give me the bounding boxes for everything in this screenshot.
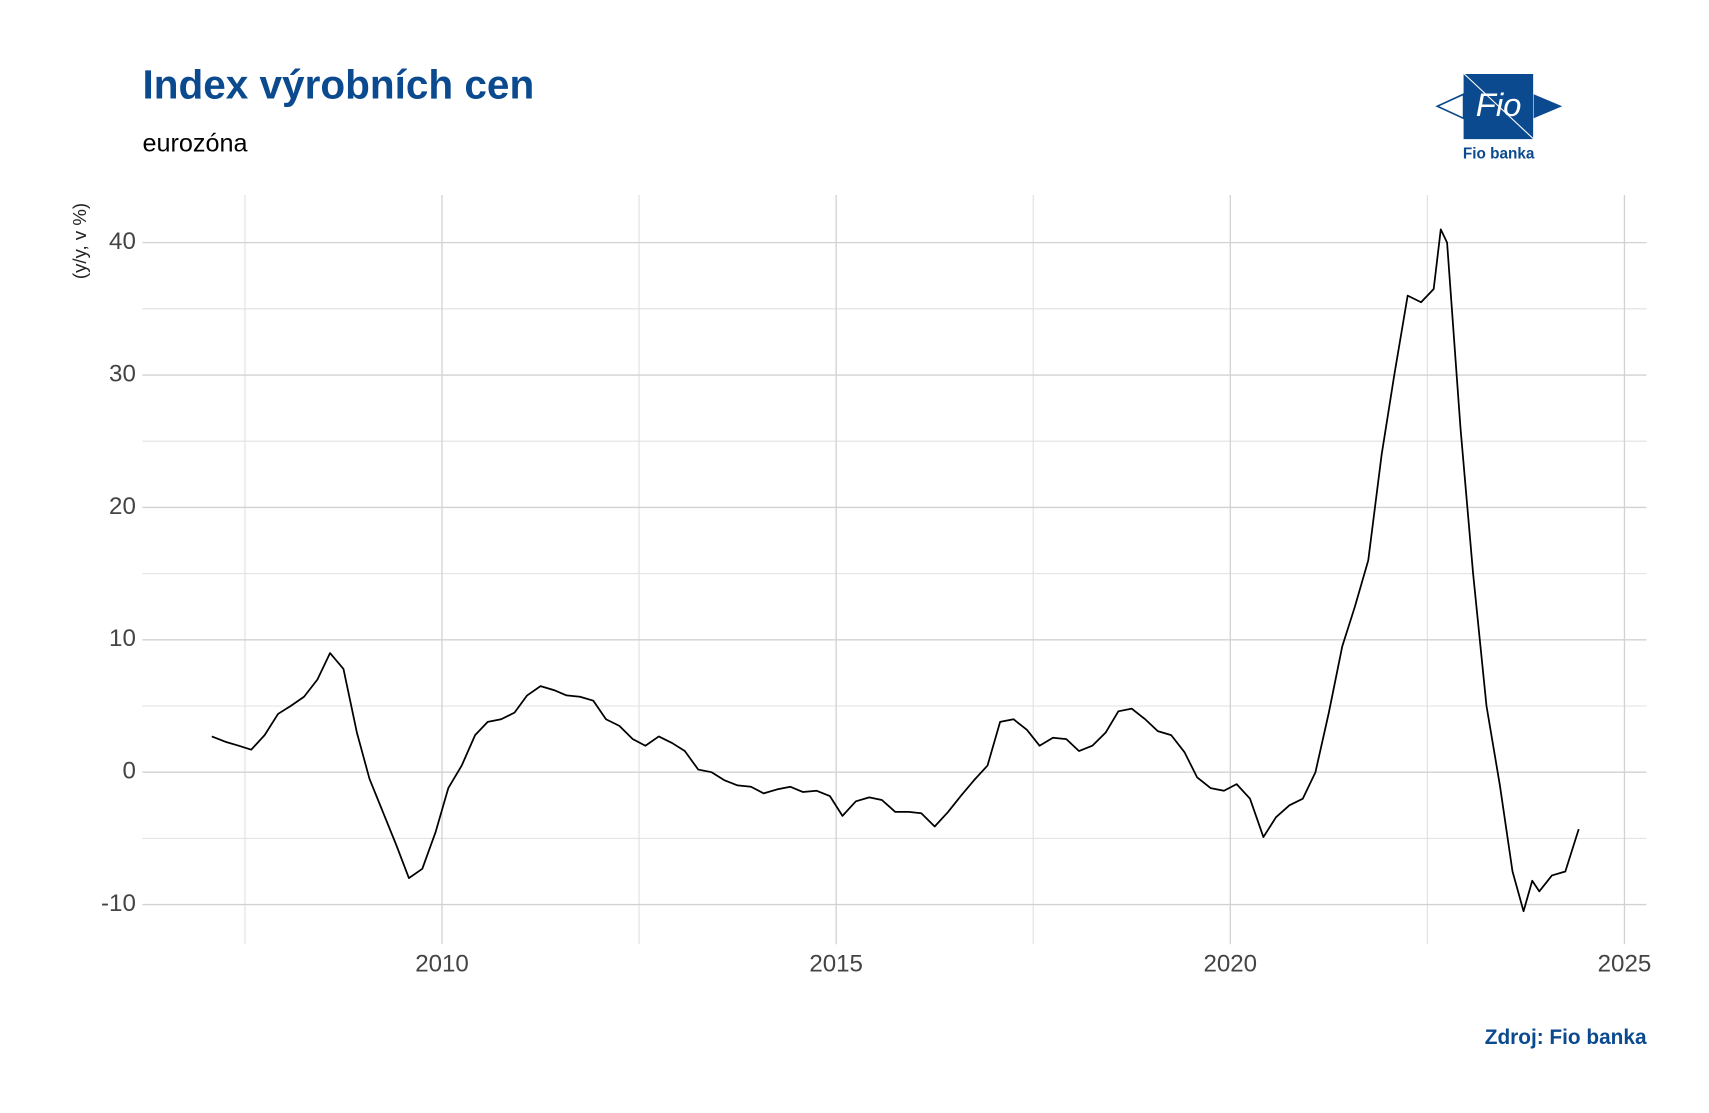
logo: Fio Fio banka <box>1435 72 1563 163</box>
x-tick-label: 2025 <box>1598 950 1652 977</box>
y-tick-label: 0 <box>122 758 135 785</box>
y-tick-label: 20 <box>109 493 136 520</box>
y-tick-label: 10 <box>109 625 136 652</box>
y-tick-label: -10 <box>101 890 136 917</box>
data-line <box>211 228 1580 913</box>
source-note: Zdroj: Fio banka <box>1485 1026 1647 1049</box>
y-tick-label: 40 <box>109 228 136 255</box>
logo-shape <box>1435 92 1465 120</box>
x-tick-label: 2010 <box>415 950 469 977</box>
y-tick-label: 30 <box>109 360 136 387</box>
logo-text: Fio <box>1476 86 1522 123</box>
chart-subtitle: eurozóna <box>142 129 248 157</box>
logo-shape <box>1533 94 1563 119</box>
y-axis-label: (y/y, v %) <box>69 203 90 279</box>
x-tick-label: 2015 <box>809 950 863 977</box>
logo-caption: Fio banka <box>1463 146 1535 163</box>
chart-title: Index výrobních cen <box>142 61 534 107</box>
x-tick-label: 2020 <box>1203 950 1257 977</box>
